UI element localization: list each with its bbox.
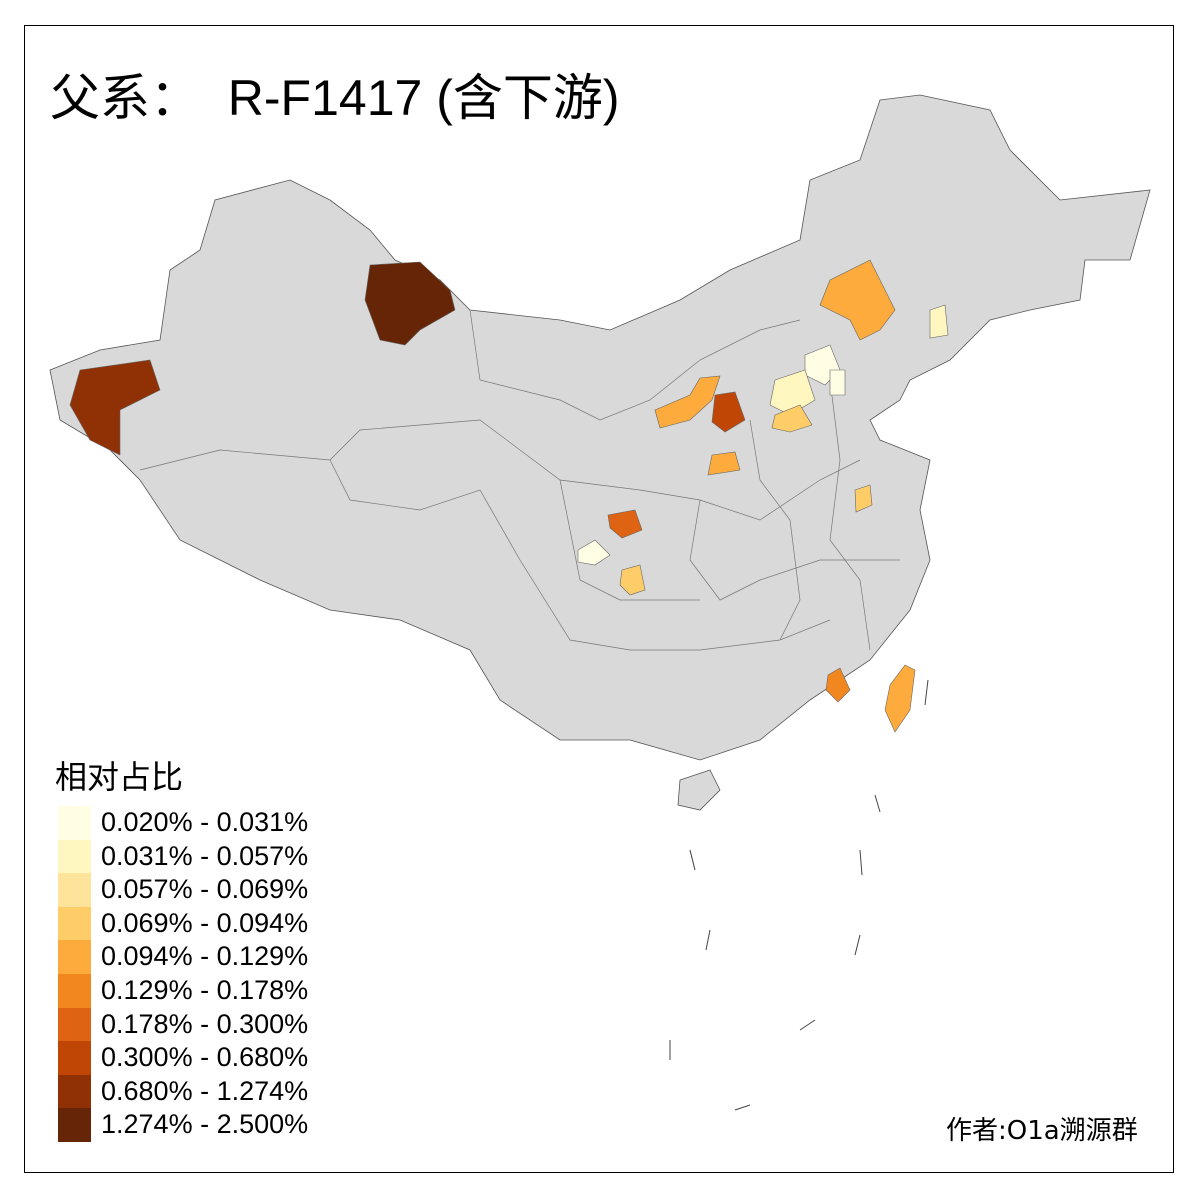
legend-swatch xyxy=(58,906,91,941)
legend-label: 0.069% - 0.094% xyxy=(101,907,309,938)
mainland xyxy=(49,94,1151,761)
legend-label: 0.020% - 0.031% xyxy=(101,807,309,837)
legend-item: 0.031% - 0.057% xyxy=(58,839,309,874)
region-hebei-south xyxy=(771,404,813,433)
legend-item: 0.057% - 0.069% xyxy=(58,873,308,907)
legend-swatch xyxy=(58,1041,91,1075)
region-tianjin xyxy=(829,369,846,396)
legend-item: 0.129% - 0.178% xyxy=(58,973,309,1008)
china-base xyxy=(49,94,1151,811)
region-guizhou xyxy=(619,564,646,596)
legend-label: 1.274% - 2.500% xyxy=(101,1109,309,1140)
legend-swatch xyxy=(58,1074,91,1109)
region-shaanxi-north xyxy=(654,375,721,429)
legend-swatch xyxy=(58,839,91,874)
author-credit: 作者:O1a溯源群 xyxy=(946,1116,1138,1146)
legend-swatch xyxy=(58,973,91,1008)
region-hebei xyxy=(769,369,816,416)
legend-swatch xyxy=(58,873,91,907)
legend-item: 0.680% - 1.274% xyxy=(58,1074,309,1109)
legend-item: 0.020% - 0.031% xyxy=(58,806,308,840)
regions xyxy=(69,259,949,733)
legend-item: 0.069% - 0.094% xyxy=(58,906,309,941)
legend-item: 0.178% - 0.300% xyxy=(58,1007,309,1042)
legend-swatch xyxy=(58,940,91,974)
region-shanxi xyxy=(711,391,746,433)
legend-item: 1.274% - 2.500% xyxy=(58,1108,308,1142)
legend: 0.020% - 0.031% 0.031% - 0.057% 0.057% - 0… xyxy=(58,806,308,1142)
region-jilin xyxy=(929,304,949,339)
legend-swatch xyxy=(58,1007,91,1042)
region-guangdong-east xyxy=(825,667,851,703)
hainan xyxy=(677,769,721,811)
region-jiangsu xyxy=(854,484,873,513)
legend-label: 0.057% - 0.069% xyxy=(101,874,309,905)
region-sichuan xyxy=(577,539,611,566)
legend-label: 0.680% - 1.274% xyxy=(101,1075,309,1106)
legend-swatch xyxy=(58,1108,91,1142)
region-henan xyxy=(707,451,741,476)
legend-swatch xyxy=(58,806,91,840)
south-china-sea-islands xyxy=(669,679,929,1111)
legend-label: 0.129% - 0.178% xyxy=(101,974,309,1005)
map-frame xyxy=(24,25,1174,1173)
province-borders xyxy=(139,309,900,651)
legend-item: 0.094% - 0.129% xyxy=(58,940,308,974)
legend-label: 0.031% - 0.057% xyxy=(101,840,309,871)
legend-title: 相对占比 xyxy=(55,758,184,796)
legend-label: 0.300% - 0.680% xyxy=(101,1042,309,1073)
legend-label: 0.178% - 0.300% xyxy=(101,1008,309,1039)
legend-label: 0.094% - 0.129% xyxy=(101,941,309,972)
region-southwest-xinjiang xyxy=(69,359,161,456)
legend-item: 0.300% - 0.680% xyxy=(58,1041,308,1075)
map-title: 父系： R-F1417 (含下游) xyxy=(50,70,620,126)
region-north-xinjiang xyxy=(364,261,456,346)
region-inner-mongolia-east xyxy=(819,259,896,341)
region-chongqing xyxy=(607,509,643,539)
region-taiwan xyxy=(884,664,916,733)
